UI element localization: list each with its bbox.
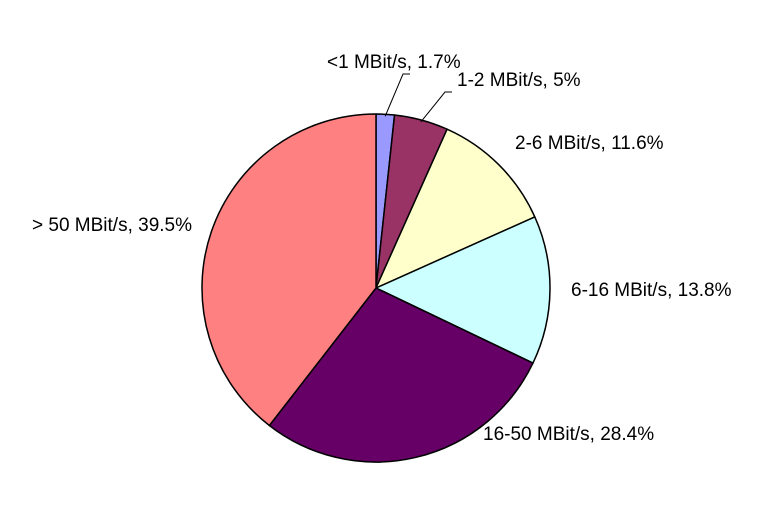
pie-slice-6-16-mbit-s [375,216,551,364]
slice-label-16-50-mbit-s: 16-50 MBit/s, 28.4% [483,424,654,445]
leader-line-1-2-mbit-s [420,91,452,123]
leader-lines [384,73,452,123]
pie-slices [201,113,551,463]
slice-label-50-mbit-s: > 50 MBit/s, 39.5% [32,215,192,236]
pie-slice-50-mbit-s [201,113,377,427]
leader-line-1-mbit-s [384,73,410,117]
slice-label-2-6-mbit-s: 2-6 MBit/s, 11.6% [515,133,664,154]
slice-label-6-16-mbit-s: 6-16 MBit/s, 13.8% [571,280,732,301]
slice-label-1-2-mbit-s: 1-2 MBit/s, 5% [457,70,581,91]
slice-label-1-mbit-s: <1 MBit/s, 1.7% [327,52,461,73]
pie-slice-2-6-mbit-s [375,128,536,289]
pie-slice-16-50-mbit-s [268,287,534,463]
slice-labels: <1 MBit/s, 1.7%1-2 MBit/s, 5% 2-6 MBit/s,… [32,52,732,445]
